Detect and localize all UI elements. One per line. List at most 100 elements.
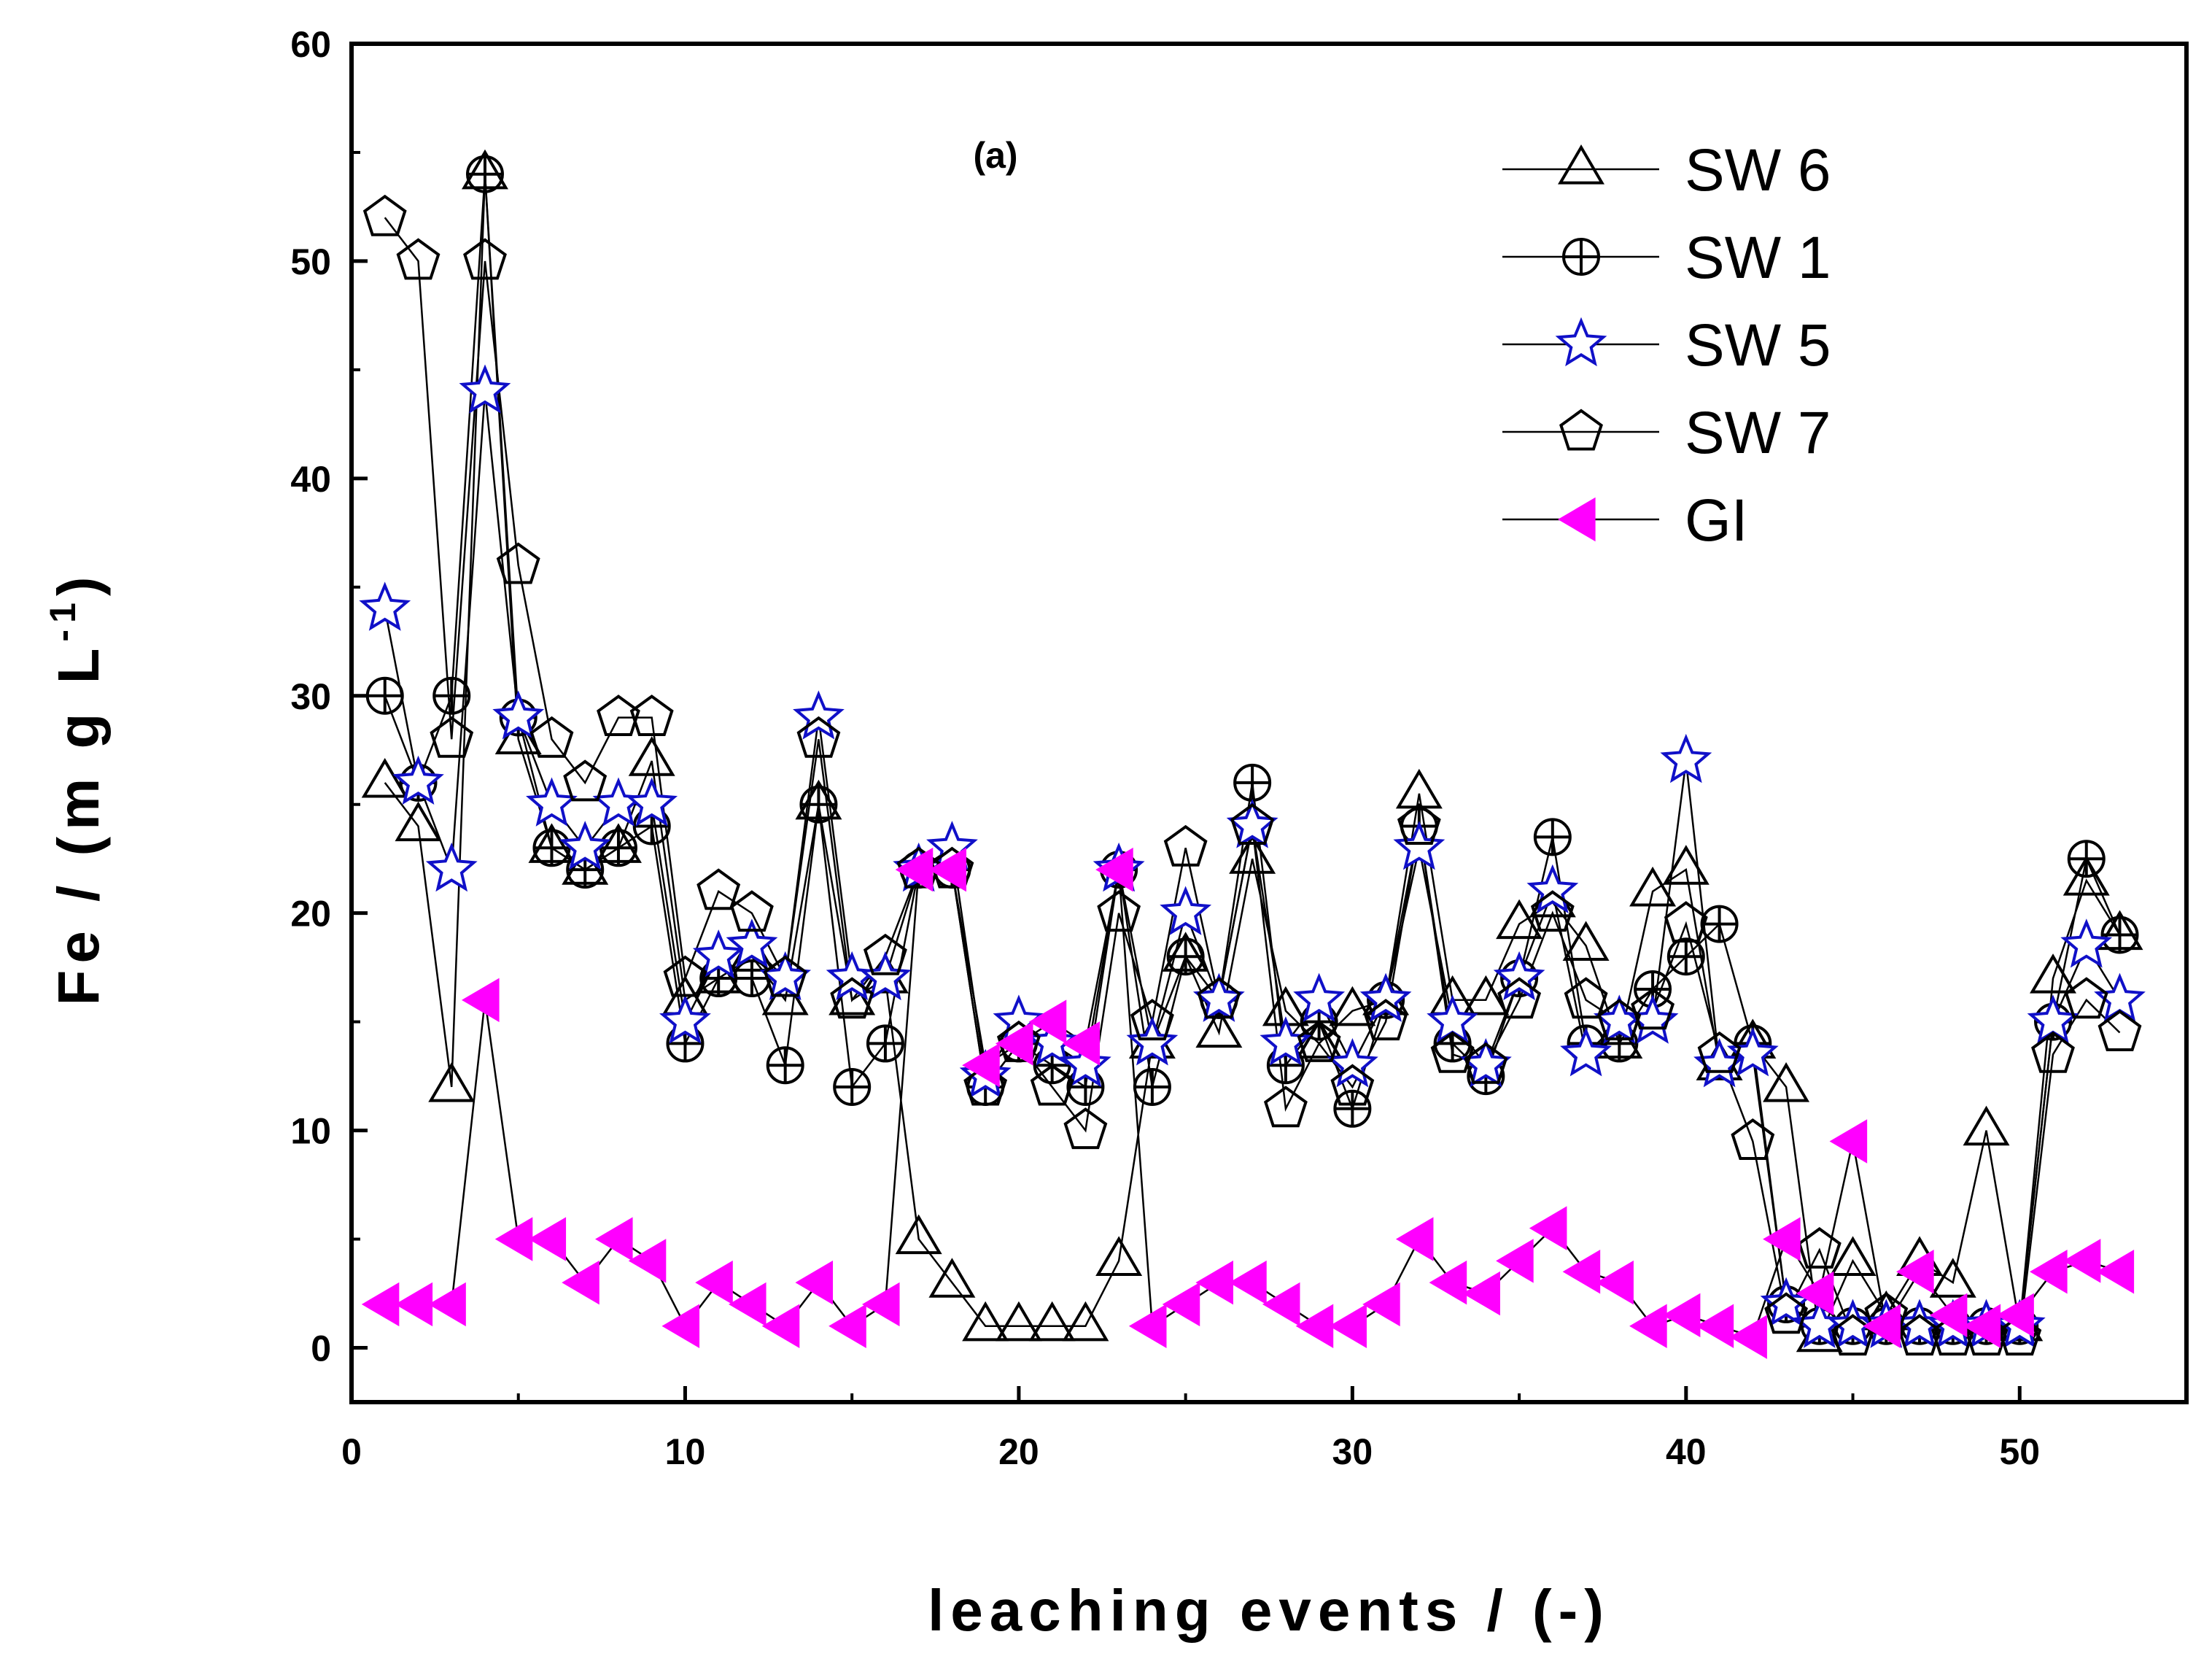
point-gi-7 [562,1260,599,1305]
point-gi-35 [1496,1239,1534,1283]
point-sw-5-1 [359,581,411,631]
point-gi-19 [962,1042,1000,1088]
point-sw-7-13 [763,955,807,997]
legend-marker-sw-7 [1559,409,1603,451]
point-sw-1-14 [799,785,838,824]
point-gi-43 [1763,1217,1801,1261]
point-sw-5-13 [759,951,812,1001]
y-axis-ticks: 0 10 20 30 40 50 60 [290,24,368,1369]
point-gi-45 [1829,1119,1868,1164]
point-gi-29 [1295,1304,1334,1348]
point-gi-16 [861,1282,900,1327]
point-sw-1-8 [599,829,637,867]
point-sw-7-51 [2031,1031,2075,1073]
point-sw-7-28 [1263,1086,1308,1128]
point-gi-33 [1429,1260,1467,1305]
point-sw-7-52 [2064,977,2108,1019]
point-sw-1-41 [1700,905,1739,943]
point-sw-7-41 [1697,1031,1742,1073]
point-sw-5-22 [1060,1037,1111,1088]
series-markers-sw-5 [359,364,2146,1348]
point-gi-52 [2062,1239,2101,1283]
point-gi-38 [1596,1260,1634,1305]
point-gi-14 [795,1260,834,1305]
point-gi-32 [1395,1217,1434,1261]
point-sw-6-52 [2062,856,2110,896]
point-sw-7-12 [730,890,774,932]
legend-item-gi: GI [1502,487,1748,554]
series-line-sw-6 [384,174,2121,1341]
point-sw-5-2 [392,755,444,805]
point-sw-6-23 [1095,1236,1143,1276]
y-tick-label-30: 30 [290,676,331,717]
point-sw-6-35 [1496,899,1543,940]
point-sw-1-16 [866,1024,904,1063]
point-sw-1-4 [465,155,504,193]
legend-label-sw-5: SW 5 [1685,312,1831,379]
point-sw-7-3 [430,716,474,758]
point-sw-6-32 [1395,768,1443,809]
point-sw-7-40 [1664,901,1708,943]
legend-marker-gi [1558,497,1596,542]
point-gi-10 [661,1304,700,1348]
point-gi-44 [1796,1271,1834,1316]
legend-label-sw-6: SW 6 [1685,137,1831,204]
legend-label-sw-7: SW 7 [1685,400,1831,466]
point-sw-5-10 [659,994,711,1044]
point-sw-7-26 [1197,977,1241,1019]
y-axis-title-close: ) [46,570,111,596]
legend-item-sw-7: SW 7 [1502,400,1831,466]
point-sw-5-32 [1393,821,1445,870]
point-sw-5-29 [1293,972,1346,1022]
point-sw-1-13 [766,1046,804,1085]
point-gi-40 [1662,1293,1701,1338]
legend-item-sw-6: SW 6 [1502,137,1831,204]
point-gi-15 [828,1304,866,1348]
point-gi-26 [1195,1260,1233,1305]
y-tick-label-60: 60 [290,24,331,65]
point-sw-6-37 [1562,921,1610,961]
y-axis-title: Fe / (m g L-1) [42,570,111,1005]
point-sw-6-21 [1028,1301,1076,1342]
x-axis-ticks: 0 10 20 30 40 50 [341,1386,2040,1472]
point-sw-5-40 [1660,733,1712,783]
point-gi-41 [1696,1304,1734,1348]
point-gi-2 [395,1282,433,1327]
point-gi-20 [995,1021,1033,1066]
point-sw-7-22 [1063,1107,1108,1150]
point-gi-25 [1162,1282,1200,1327]
point-sw-6-34 [1462,975,1510,1015]
point-gi-6 [528,1217,567,1261]
point-sw-7-10 [663,955,707,997]
point-gi-30 [1329,1304,1367,1348]
point-sw-7-27 [1230,803,1275,845]
x-tick-label-30: 30 [1332,1431,1373,1472]
point-sw-7-24 [1130,999,1174,1041]
point-gi-9 [628,1239,667,1283]
point-sw-6-45 [1829,1236,1877,1276]
point-sw-7-39 [1631,988,1675,1030]
point-sw-7-14 [796,716,841,758]
point-gi-18 [928,847,967,892]
point-sw-7-9 [629,694,674,736]
point-sw-5-6 [526,777,578,827]
legend: SW 6 SW 1 SW 5 SW 7 GI [1502,137,1831,554]
point-sw-7-35 [1497,977,1542,1019]
x-tick-label-50: 50 [1999,1431,2040,1472]
point-sw-5-12 [726,918,778,968]
series-sw-6 [384,174,2121,1341]
point-sw-5-4 [459,364,511,414]
point-sw-6-43 [1763,1062,1810,1102]
point-sw-7-50 [1998,1314,2042,1356]
point-sw-7-36 [1530,890,1575,932]
point-sw-7-4 [463,238,507,280]
point-gi-23 [1095,847,1133,892]
point-sw-7-33 [1430,1031,1475,1073]
point-sw-7-21 [1030,1064,1074,1106]
point-sw-6-9 [628,736,675,776]
legend-marker-sw-6 [1558,144,1604,185]
point-sw-7-15 [830,977,874,1019]
point-gi-5 [494,1217,533,1261]
legend-item-sw-5: SW 5 [1502,312,1831,379]
point-gi-49 [1963,1304,2001,1348]
